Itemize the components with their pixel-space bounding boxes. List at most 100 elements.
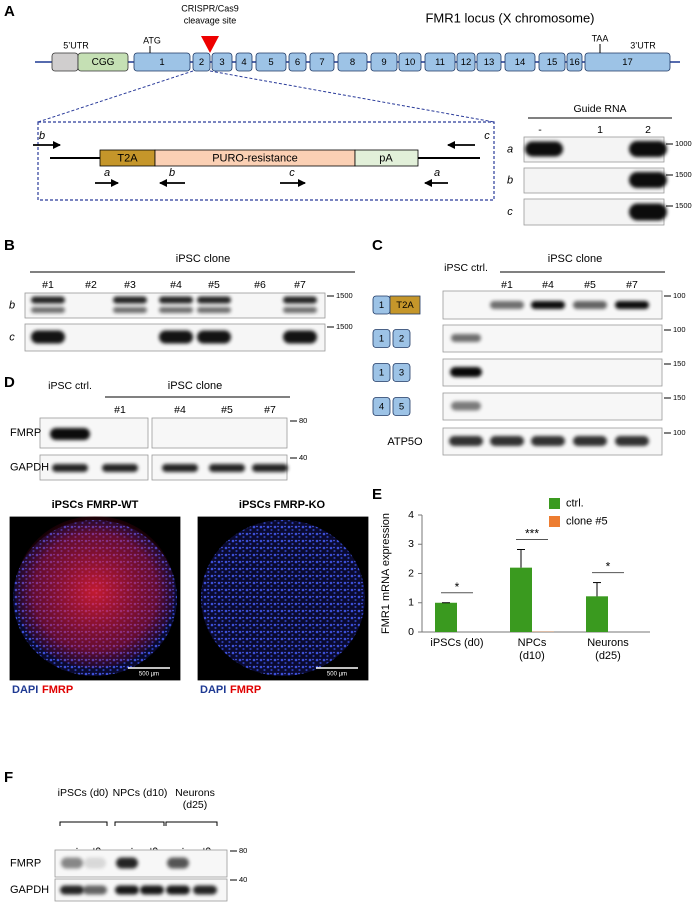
- exon-box: [584, 52, 671, 72]
- exon-box: [392, 329, 411, 348]
- band: [197, 330, 231, 344]
- label: 5’UTR: [63, 40, 89, 50]
- exon-label: 4: [241, 57, 246, 68]
- header: iPSC ctrl.: [48, 380, 92, 392]
- exon-label: 2: [199, 57, 204, 68]
- exon-label: 5: [268, 57, 273, 68]
- fmrp-signal: [15, 516, 175, 668]
- lane-label: #5: [208, 279, 220, 291]
- group-bracket: [165, 821, 218, 826]
- header: iPSC clone: [548, 253, 602, 265]
- band: [60, 885, 84, 895]
- zoom-line: [37, 70, 194, 123]
- marker-label: 100: [673, 291, 686, 300]
- row-label: ATP5O: [387, 436, 423, 448]
- band: [116, 857, 138, 869]
- lane-label: #4: [542, 279, 554, 291]
- x-tick-label: Neurons (d25): [587, 637, 629, 662]
- row-label: GAPDH: [10, 884, 49, 896]
- lane-label: #7: [294, 279, 306, 291]
- band: [193, 885, 217, 895]
- label: PURO-resistance: [212, 152, 298, 164]
- pa-box: [354, 149, 419, 167]
- significance: ***: [525, 527, 539, 541]
- band: [209, 464, 245, 472]
- y-tick-label: 0: [408, 626, 414, 638]
- gel-title: Guide RNA: [573, 103, 626, 115]
- utr-box: [51, 52, 79, 72]
- exon-box: [372, 397, 391, 416]
- exon-label: 1: [379, 300, 384, 311]
- scale-label: 500 µm: [327, 672, 347, 678]
- lane-label: #1: [114, 404, 126, 416]
- panel-label: B: [4, 237, 15, 254]
- band: [84, 857, 106, 869]
- marker-label: 40: [299, 453, 307, 462]
- exon-label: 3: [219, 57, 224, 68]
- panel-label: F: [4, 769, 13, 786]
- marker-label: 1500: [336, 322, 353, 331]
- primer-label: c: [484, 130, 490, 142]
- exon-label: 8: [350, 57, 355, 68]
- exon-label: 12: [461, 57, 472, 68]
- label: T2A: [117, 152, 138, 164]
- cgg-box: [77, 52, 129, 72]
- exon-box: [309, 52, 335, 72]
- band: [31, 307, 65, 313]
- band: [283, 296, 317, 304]
- scale-label: 500 µm: [139, 672, 159, 678]
- group-label: iPSCs (d0): [57, 787, 109, 799]
- exon-label: 16: [569, 57, 580, 68]
- exon-label: 5: [399, 402, 404, 413]
- marker-label: 150: [673, 359, 686, 368]
- exon-label: 2: [399, 334, 404, 345]
- exon-box: [392, 397, 411, 416]
- band: [525, 141, 563, 157]
- exon-label: 13: [484, 57, 495, 68]
- label: ATG: [143, 35, 161, 45]
- row-label: FMRP: [10, 427, 41, 439]
- exon-label: 7: [319, 57, 324, 68]
- exon-box: [389, 295, 421, 315]
- band: [490, 301, 524, 309]
- group-label: Neurons (d25): [175, 787, 215, 811]
- x-tick-label: iPSCs (d0): [430, 637, 484, 649]
- exon-box: [424, 52, 456, 72]
- primer-label: b: [169, 167, 175, 179]
- exon-label: 6: [295, 57, 300, 68]
- band: [159, 296, 193, 304]
- bar: [435, 602, 457, 632]
- panel-label: A: [4, 3, 15, 20]
- group-label: NPCs (d10): [112, 787, 168, 799]
- label: pA: [379, 152, 393, 164]
- exon-box: [372, 329, 391, 348]
- header: iPSC ctrl.: [444, 262, 488, 274]
- band: [629, 172, 667, 188]
- band: [450, 367, 482, 377]
- band: [140, 885, 164, 895]
- band: [52, 464, 88, 472]
- marker-label: 80: [299, 416, 307, 425]
- y-tick-label: 1: [408, 597, 414, 609]
- exon-label: 9: [381, 57, 386, 68]
- lane-label: 1: [597, 124, 603, 136]
- y-tick-label: 2: [408, 567, 414, 579]
- band: [451, 401, 481, 411]
- panel-label: D: [4, 374, 15, 391]
- lane-label: -: [538, 124, 542, 136]
- marker-label: 1000: [675, 139, 692, 148]
- exon-box: [288, 52, 307, 72]
- band: [159, 307, 193, 313]
- lane-label: 2: [645, 124, 651, 136]
- row-label: c: [507, 206, 513, 218]
- stain-label: DAPI: [200, 684, 226, 696]
- row-label: a: [507, 143, 513, 155]
- x-tick-label: Neurons (d25): [587, 637, 629, 662]
- marker-label: 1500: [675, 170, 692, 179]
- error-bar: [517, 549, 525, 568]
- bar: [586, 596, 608, 632]
- significance: *: [606, 560, 611, 574]
- exon-box: [133, 52, 191, 72]
- cleavage-label: CRISPR/Cas9: [181, 3, 239, 13]
